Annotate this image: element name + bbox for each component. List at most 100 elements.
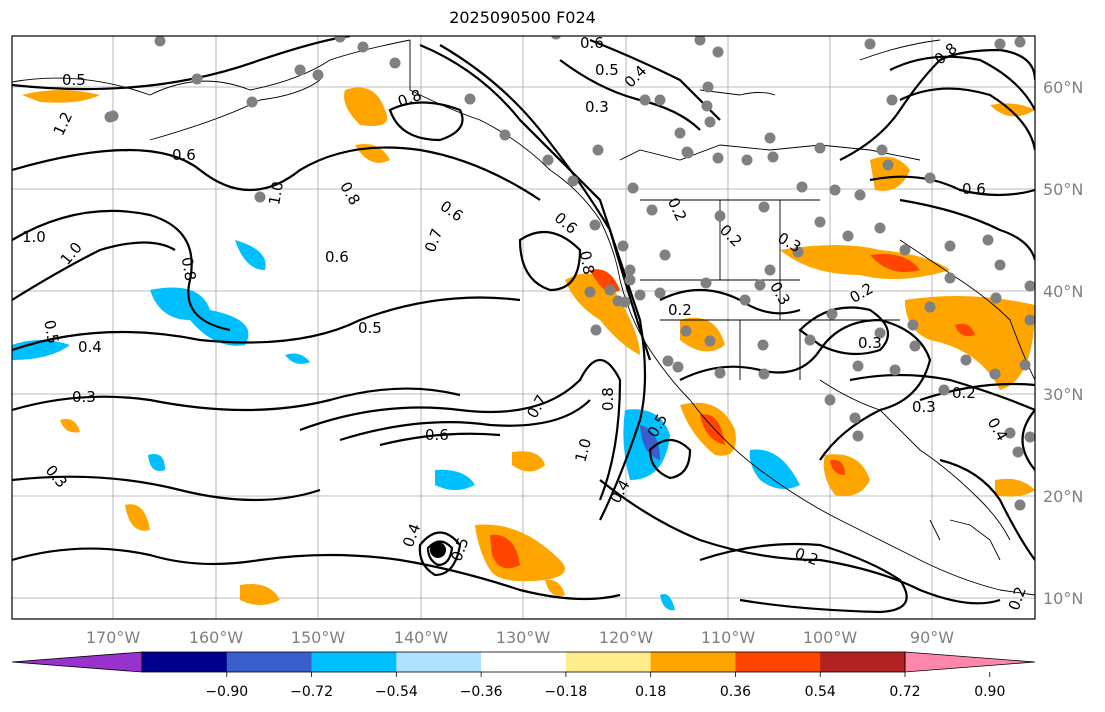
contour-label: 1.0: [265, 180, 287, 207]
station-dot: [990, 292, 1002, 304]
colorbar-tick-label: 0.18: [635, 684, 666, 700]
colorbar-tick-label: −0.72: [290, 684, 333, 700]
station-dot: [104, 111, 116, 123]
station-dot: [624, 264, 636, 276]
station-dot: [874, 222, 886, 234]
station-dot: [899, 244, 911, 256]
colorbar-swatch: [735, 652, 821, 672]
station-dot: [659, 249, 671, 261]
station-dot: [646, 204, 658, 216]
contour-label: 0.3: [912, 398, 936, 416]
storm-center-marker: [430, 542, 446, 558]
contour-label: 0.2: [952, 384, 976, 402]
station-dot: [854, 189, 866, 201]
station-dot: [389, 57, 401, 69]
station-dot: [989, 368, 1001, 380]
station-dot: [154, 36, 166, 47]
contour-label: 0.6: [425, 426, 449, 444]
station-dot: [924, 301, 936, 313]
lat-label: 50°N: [1043, 180, 1083, 199]
contour-label: 0.5: [62, 71, 86, 89]
contour-label: 0.6: [962, 180, 986, 198]
colorbar-swatch: [820, 652, 906, 672]
map-frame: [11, 35, 1036, 620]
station-dot: [829, 184, 841, 196]
station-dot: [701, 100, 713, 112]
station-dot: [662, 355, 674, 367]
station-dot: [714, 210, 726, 222]
station-dot: [849, 412, 861, 424]
station-dot: [294, 64, 306, 76]
station-dot: [814, 142, 826, 154]
station-dot: [589, 219, 601, 231]
station-dot: [654, 287, 666, 299]
contour-label: 0.8: [178, 256, 200, 283]
station-dot: [704, 116, 716, 128]
lat-label: 60°N: [1043, 78, 1083, 97]
contour-label: 0.2: [668, 301, 692, 319]
station-dot: [654, 94, 666, 106]
station-dot: [826, 308, 838, 320]
station-dot: [499, 129, 511, 141]
station-dot: [680, 325, 692, 337]
lat-label: 40°N: [1043, 282, 1083, 301]
station-dot: [796, 181, 808, 193]
station-dot: [567, 175, 579, 187]
colorbar-outline: [141, 651, 906, 673]
lon-label: 150°W: [291, 628, 346, 647]
station-dot: [584, 286, 596, 298]
colorbar-tick-label: −0.36: [460, 684, 503, 700]
station-dot: [767, 151, 779, 163]
station-dot: [674, 127, 686, 139]
station-dot: [712, 46, 724, 58]
station-dot: [852, 360, 864, 372]
colorbar-swatch: [311, 652, 397, 672]
station-dot: [1014, 499, 1026, 511]
station-dot: [960, 354, 972, 366]
station-dot: [712, 152, 724, 164]
station-dot: [357, 41, 369, 53]
lon-label: 100°W: [803, 628, 858, 647]
station-dot: [627, 182, 639, 194]
station-dot: [592, 144, 604, 156]
station-dot: [1012, 446, 1024, 458]
colorbar-tick-label: 0.36: [720, 684, 751, 700]
contour-label: 0.8: [599, 387, 617, 411]
station-dot: [924, 172, 936, 184]
colorbar-swatch: [142, 652, 228, 672]
colorbar-extend-low: [11, 651, 143, 673]
lat-label: 20°N: [1043, 487, 1083, 506]
station-dot: [739, 294, 751, 306]
station-dot: [944, 272, 956, 284]
station-dot: [246, 96, 258, 108]
contour-label: 1.0: [571, 436, 595, 464]
colorbar-tick-label: 0.90: [974, 684, 1005, 700]
shaded-anomalies: [12, 87, 1035, 611]
station-dot: [814, 216, 826, 228]
contour-label: 0.6: [580, 34, 604, 52]
station-markers: [104, 36, 1035, 511]
colorbar-swatch: [650, 652, 736, 672]
coastlines: [12, 39, 1035, 596]
map-title: 2025090500 F024: [449, 8, 596, 27]
station-dot: [874, 327, 886, 339]
lat-label: 30°N: [1043, 385, 1083, 404]
station-dot: [702, 81, 714, 93]
contour-label: 0.8: [576, 249, 598, 276]
station-dot: [590, 324, 602, 336]
station-dot: [604, 284, 616, 296]
lon-label: 170°W: [86, 628, 141, 647]
station-dot: [842, 230, 854, 242]
station-dot: [612, 295, 624, 307]
axis-labels: 170°W 160°W 150°W 140°W 130°W 120°W 110°…: [86, 78, 1084, 647]
station-dot: [994, 259, 1006, 271]
station-dot: [254, 191, 266, 203]
station-dot: [909, 340, 921, 352]
contour-label: 0.6: [172, 146, 196, 164]
station-dot: [764, 132, 776, 144]
lon-label: 110°W: [701, 628, 756, 647]
contour-label: 0.5: [40, 319, 62, 346]
lon-label: 140°W: [394, 628, 449, 647]
station-dot: [550, 36, 562, 40]
